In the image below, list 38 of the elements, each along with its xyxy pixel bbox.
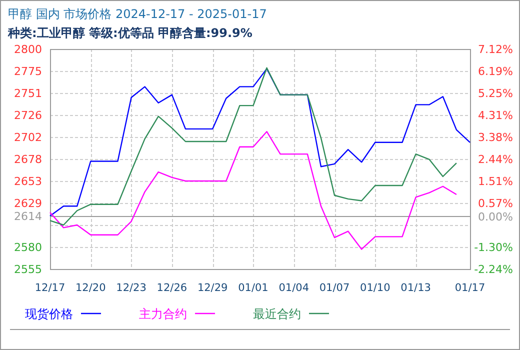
y2-tick-label: -2.24% — [474, 263, 513, 276]
y2-tick-label: 7.12% — [478, 43, 513, 56]
y-tick-label: 2629 — [14, 197, 42, 210]
x-tick-label: 01/01 — [238, 282, 268, 294]
x-tick-label: 12/17 — [34, 282, 66, 294]
chart-title: 甲醇 国内 市场价格 2024-12-17 - 2025-01-17 — [8, 7, 267, 21]
y-tick-label: 2751 — [14, 87, 42, 100]
x-tick-label: 01/17 — [454, 282, 486, 294]
y-tick-label: 2702 — [14, 131, 42, 144]
y-tick-label: 2678 — [14, 153, 42, 166]
x-tick-label: 01/13 — [400, 282, 431, 294]
y-tick-label: 2800 — [14, 43, 42, 56]
x-tick-label: 01/04 — [278, 282, 310, 294]
y2-tick-label: 0.00% — [478, 210, 513, 224]
y-tick-label: 2614 — [14, 210, 42, 224]
x-tick-label: 12/29 — [197, 282, 228, 294]
chart-subtitle: 种类:工业甲醇 等级:优等品 甲醇含量:99.9% — [7, 26, 252, 40]
y2-tick-label: 0.57% — [478, 196, 513, 210]
legend-label: 现货价格 — [25, 307, 73, 321]
x-tick-label: 01/10 — [360, 282, 390, 294]
y2-tick-label: 6.19% — [478, 64, 513, 78]
legend-label: 主力合约 — [139, 307, 187, 321]
y-tick-label: 2726 — [14, 109, 42, 122]
y2-tick-label: 4.31% — [478, 109, 513, 122]
legend-label: 最近合约 — [253, 307, 301, 321]
x-tick-label: 01/07 — [319, 282, 350, 294]
x-tick-label: 12/20 — [76, 282, 106, 294]
y2-tick-label: 5.25% — [478, 86, 513, 100]
y-tick-label: 2580 — [14, 241, 42, 254]
y-tick-label: 2653 — [14, 175, 42, 188]
y-tick-label: 2775 — [14, 65, 42, 78]
y2-tick-label: -1.30% — [474, 240, 513, 254]
y2-tick-label: 2.44% — [478, 153, 513, 166]
x-tick-label: 12/23 — [116, 282, 146, 294]
x-tick-label: 12/26 — [156, 282, 188, 294]
y2-tick-label: 1.51% — [478, 174, 513, 188]
y-tick-label: 2555 — [14, 263, 42, 276]
y2-tick-label: 3.38% — [478, 130, 513, 144]
